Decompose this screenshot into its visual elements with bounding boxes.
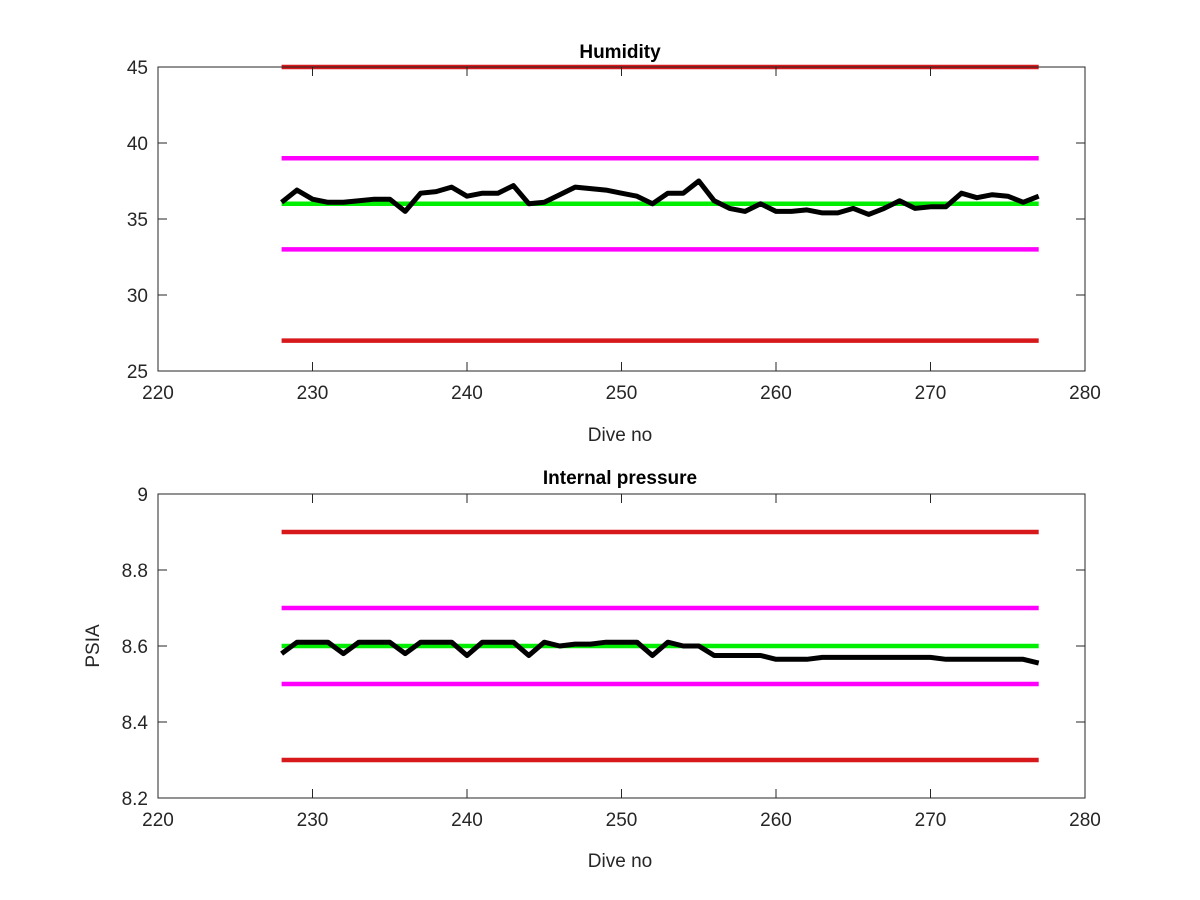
y-tick-label: 40: [127, 134, 148, 155]
x-tick-label: 240: [451, 383, 483, 404]
x-axis-label: Dive no: [588, 851, 652, 872]
x-tick-label: 270: [915, 383, 947, 404]
y-tick-label: 45: [127, 58, 148, 79]
humidity-panel: Humidity Dive no 220 230 240 250 260 270 280 25…: [127, 42, 1101, 446]
x-tick-label: 220: [142, 383, 174, 404]
x-tick-label: 270: [915, 810, 947, 831]
x-tick-label: 230: [297, 810, 329, 831]
y-tick-label: 8.4: [122, 713, 149, 734]
x-tick-label: 250: [606, 810, 638, 831]
y-tick-label: 8.8: [122, 561, 148, 582]
internal-pressure-panel: Internal pressure Dive no PSIA 220 230 240…: [83, 468, 1101, 872]
x-axis-label: Dive no: [588, 425, 652, 446]
x-tick-label: 280: [1069, 810, 1101, 831]
y-tick-label: 30: [127, 286, 148, 307]
x-tick-label: 230: [297, 383, 329, 404]
y-axis-label: PSIA: [83, 624, 104, 668]
x-tick-label: 250: [606, 383, 638, 404]
y-tick-label: 8.6: [122, 637, 148, 658]
plot-area: [158, 64, 1085, 371]
chart-title: Internal pressure: [543, 468, 697, 489]
x-tick-label: 260: [760, 383, 792, 404]
x-tick-label: 280: [1069, 383, 1101, 404]
y-tick-label: 8.2: [122, 789, 148, 810]
x-tick-label: 220: [142, 810, 174, 831]
y-tick-label: 9: [137, 485, 148, 506]
series-measured: [280, 639, 1040, 666]
series-measured: [280, 178, 1040, 217]
x-tick-label: 240: [451, 810, 483, 831]
plot-background: [158, 67, 1085, 371]
chart-title: Humidity: [579, 42, 661, 63]
plot-area: [158, 494, 1085, 798]
y-tick-label: 25: [127, 362, 148, 383]
y-tick-label: 35: [127, 210, 148, 231]
x-tick-label: 260: [760, 810, 792, 831]
